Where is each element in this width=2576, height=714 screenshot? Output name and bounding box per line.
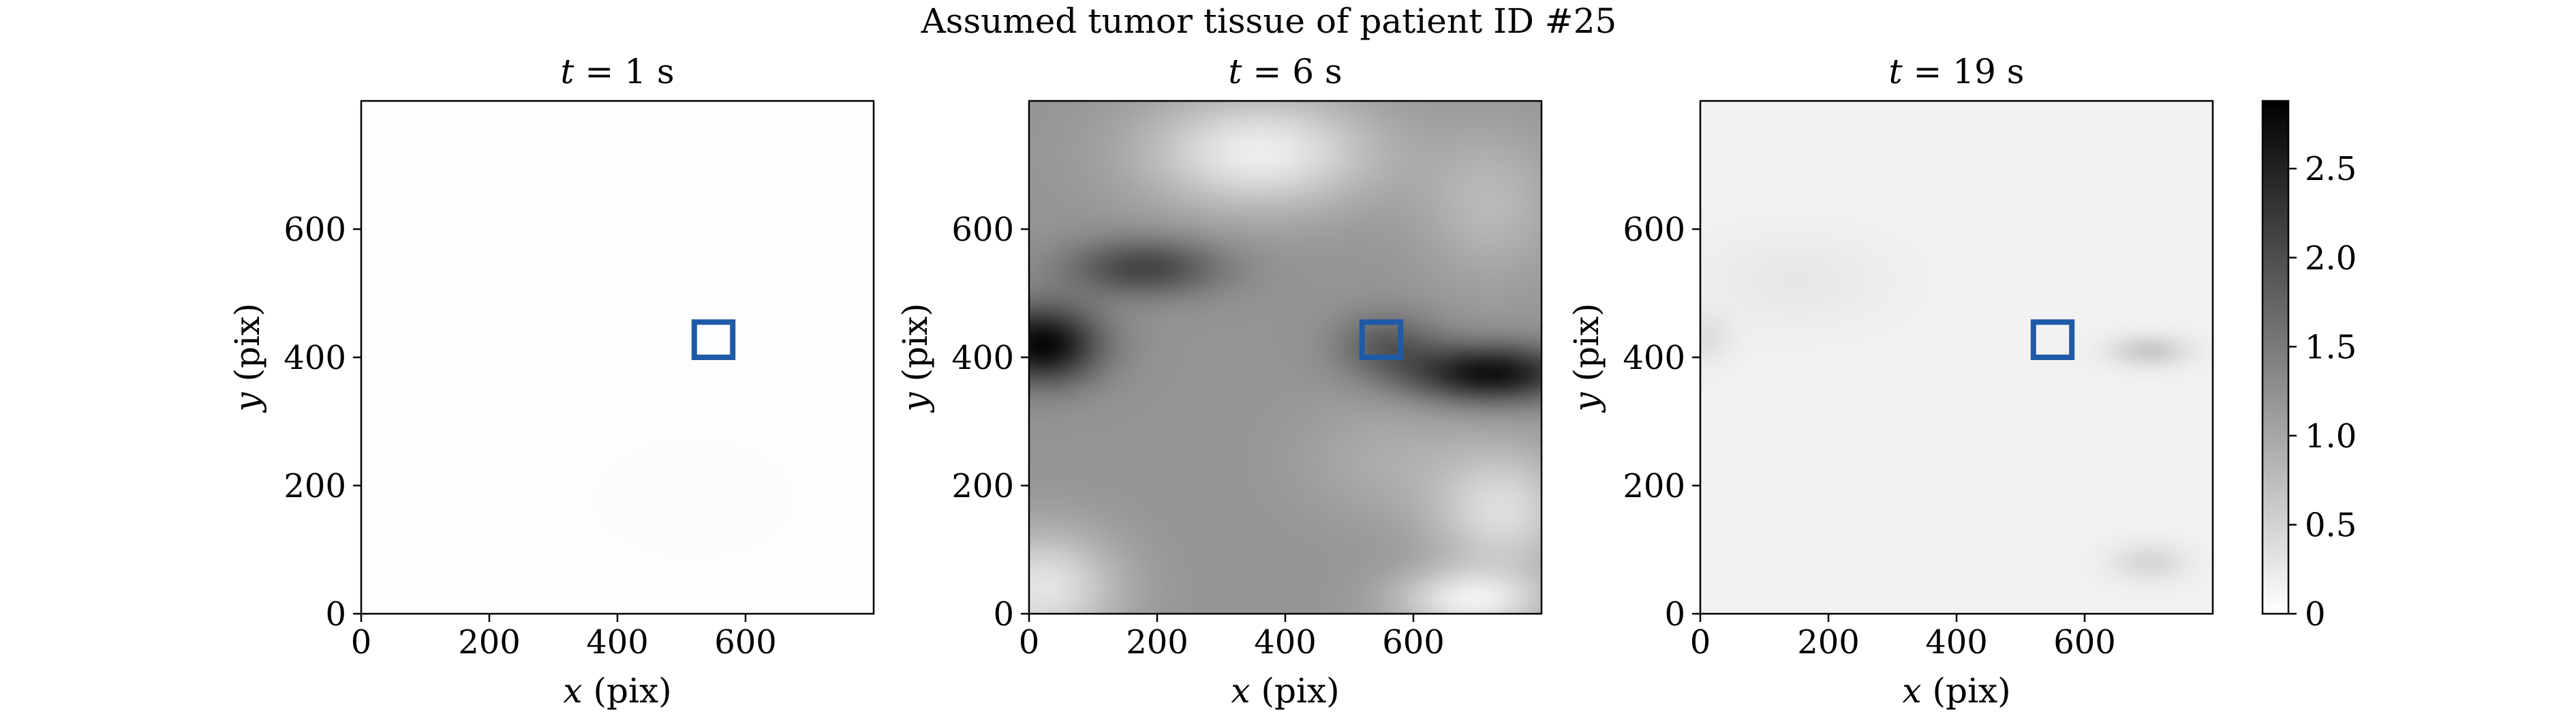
roi-rectangle (691, 319, 736, 360)
colorbar-tick-label: 0.5 (2305, 506, 2357, 544)
x-tick-label: 600 (2053, 623, 2116, 661)
figure-suptitle: Assumed tumor tissue of patient ID #25 (921, 1, 1617, 41)
y-tick-label: 200 (283, 467, 346, 505)
y-axis-label: y (pix) (1567, 303, 1606, 413)
panel-title: t = 6 s (1228, 52, 1342, 91)
y-tick-label: 0 (325, 595, 346, 634)
y-axis-label-text: (pix) (895, 303, 935, 392)
roi-rectangle (2030, 319, 2075, 360)
x-tick-label: 400 (586, 623, 649, 661)
y-tick-label: 0 (993, 595, 1014, 634)
panel-title-var: t (560, 52, 574, 91)
y-tick-label: 400 (1623, 339, 1685, 377)
y-axis-label: y (pix) (228, 303, 267, 413)
y-tick-label: 200 (951, 467, 1014, 505)
x-axis-label-var: x (1231, 671, 1250, 711)
colorbar-tick-label: 2.0 (2305, 239, 2357, 278)
x-axis-label-var: x (1902, 671, 1921, 711)
colorbar-fill (2263, 101, 2288, 614)
y-tick-label: 400 (283, 339, 346, 377)
x-axis-label: x (pix) (1902, 671, 2010, 711)
y-tick-label: 200 (1623, 467, 1685, 505)
colorbar-tick-label: 2.5 (2305, 150, 2357, 188)
panel-title: t = 19 s (1889, 52, 2025, 91)
x-axis-label-text: (pix) (1922, 671, 2011, 711)
panel-title-text: = 6 s (1242, 52, 1343, 91)
colorbar-tick-label: 1.5 (2305, 328, 2357, 366)
panel-title-text: = 1 s (574, 52, 675, 91)
x-tick-label: 600 (714, 623, 777, 661)
colorbar-tick-label: 0 (2305, 595, 2326, 634)
x-tick-label: 0 (1019, 623, 1040, 661)
y-axis-label-var: y (895, 392, 935, 413)
colorbar-frame (2261, 100, 2290, 615)
y-tick-label: 600 (283, 211, 346, 249)
x-tick-label: 0 (351, 623, 372, 661)
panel-title-var: t (1228, 52, 1242, 91)
colorbar-ticks: 0 0.5 1.0 1.5 2.0 2.5 (2288, 150, 2357, 634)
panel-title-var: t (1889, 52, 1903, 91)
colorbar-tick-label: 1.0 (2305, 417, 2357, 456)
roi-rectangle (1359, 319, 1404, 360)
x-axis-label-text: (pix) (583, 671, 672, 711)
heatmap-image (1029, 101, 1542, 614)
x-axis-label-text: (pix) (1251, 671, 1340, 711)
heatmap-image (1700, 101, 2213, 614)
x-tick-label: 400 (1925, 623, 1988, 661)
x-axis-label: x (pix) (563, 671, 671, 711)
y-tick-label: 400 (951, 339, 1014, 377)
y-tick-label: 0 (1664, 595, 1685, 634)
y-axis-label-var: y (1567, 392, 1606, 413)
y-tick-label: 600 (1623, 211, 1685, 249)
y-axis-label-text: (pix) (1567, 303, 1606, 392)
y-axis-label-var: y (228, 392, 267, 413)
panel-title: t = 1 s (560, 52, 674, 91)
x-tick-label: 200 (1126, 623, 1189, 661)
x-tick-label: 400 (1254, 623, 1317, 661)
x-tick-label: 200 (458, 623, 521, 661)
panel-title-text: = 19 s (1903, 52, 2025, 91)
heatmap-image (361, 101, 874, 614)
x-tick-label: 200 (1797, 623, 1860, 661)
x-tick-label: 0 (1690, 623, 1711, 661)
y-axis-label: y (pix) (895, 303, 935, 413)
x-axis-label-var: x (563, 671, 582, 711)
x-tick-label: 600 (1382, 623, 1445, 661)
x-axis-label: x (pix) (1231, 671, 1339, 711)
y-axis-label-text: (pix) (228, 303, 267, 392)
colorbar: 0 0.5 1.0 1.5 2.0 2.5 (2261, 100, 2357, 634)
y-tick-label: 600 (951, 211, 1014, 249)
